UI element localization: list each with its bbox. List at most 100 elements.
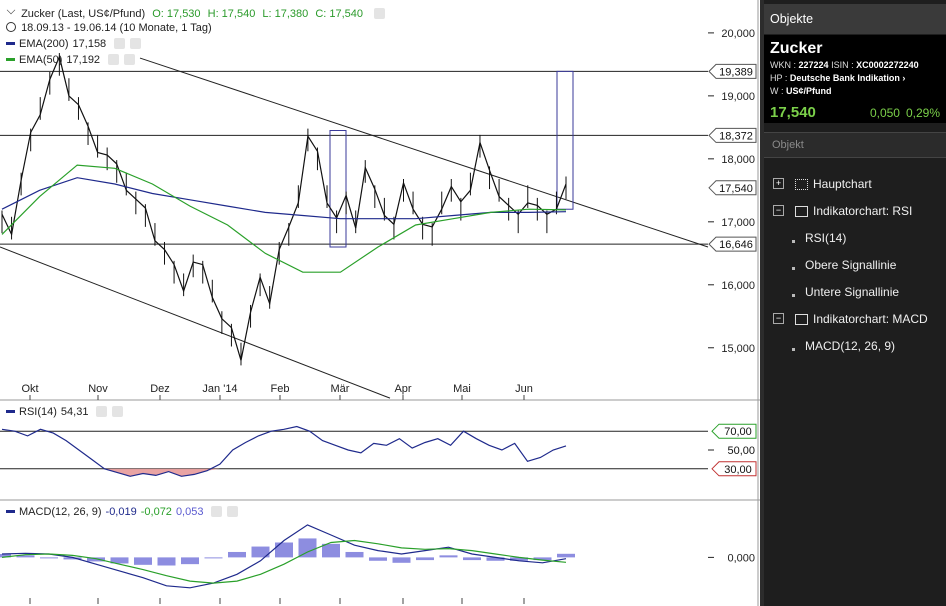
macd-hist-bar (134, 557, 152, 565)
macd-hist-bar (181, 557, 199, 565)
instrument-hp[interactable]: HP : Deutsche Bank Indikation › (770, 72, 940, 85)
tree-item-label[interactable]: Indikatorchart: MACD (813, 312, 928, 326)
close-icon[interactable] (124, 54, 136, 65)
price-tag-label: 17,540 (719, 183, 753, 195)
high-value: H: 17,540 (207, 8, 256, 20)
open-value: O: 17,530 (152, 8, 201, 20)
macd-swatch (6, 510, 15, 513)
rsi-tick-label: 30,00 (724, 464, 752, 476)
object-search-input[interactable]: Objekt (764, 132, 946, 158)
trendline-upper (139, 57, 709, 248)
macd-hist-bar (110, 557, 129, 564)
macd-hist-bar (40, 557, 58, 559)
ema50-legend[interactable]: EMA(50) 17,192 (6, 54, 139, 66)
x-tick-label: Apr (394, 383, 411, 395)
rsi-value: 54,31 (60, 406, 89, 418)
macd-hist-bar (251, 546, 270, 558)
chart-grid-icon (795, 179, 808, 190)
instrument-name: Zucker (770, 40, 823, 57)
price-tag (708, 63, 757, 79)
instrument-unit: W : US¢/Pfund (770, 85, 940, 98)
chart-area[interactable]: 20,000 19,000 18,000 17,000 16,000 15,000 19,3… (0, 0, 760, 606)
bullet-icon (792, 240, 795, 243)
change-abs: 0,050 (869, 106, 900, 120)
tree-item-label[interactable]: RSI(14) (805, 231, 847, 245)
macd-hist-bar (416, 557, 434, 561)
y-tick-label: 19,000 (721, 91, 755, 103)
rsi-tag (711, 423, 757, 439)
ema200-swatch (6, 42, 15, 45)
expand-icon[interactable]: + (773, 178, 784, 189)
objects-panel: Objekte Zucker WKN : 227224 ISIN : XC000… (760, 0, 946, 606)
rsi-label: RSI(14) (19, 406, 57, 418)
macd-value: -0,019 (105, 506, 137, 518)
macd-label: MACD(12, 26, 9) (19, 506, 102, 518)
rsi-tick-label: 70,00 (724, 426, 752, 438)
close-icon[interactable] (112, 406, 124, 417)
x-tick-label: Mär (331, 383, 350, 395)
macd-hist-bar (0, 554, 11, 558)
tree-item-label[interactable]: Indikatorchart: RSI (813, 204, 913, 218)
macd-hist-bar (87, 557, 105, 562)
chart-title: Zucker (Last, US¢/Pfund) (21, 8, 146, 20)
collapse-icon[interactable]: − (773, 205, 784, 216)
settings-icon[interactable] (374, 8, 386, 19)
ema50-swatch (6, 58, 15, 61)
ema50-label: EMA(50) (19, 54, 63, 66)
ema200-value: 17,158 (72, 38, 107, 50)
settings-icon[interactable] (211, 506, 223, 517)
price-tag-label: 18,372 (719, 130, 753, 142)
macd-hist-bar (157, 557, 176, 566)
macd-hist-bar (275, 542, 293, 558)
tree-item-label[interactable]: Hauptchart (813, 177, 872, 191)
macd-hist-bar (510, 557, 528, 561)
macd-hist-bar (204, 557, 223, 559)
tree-item-label[interactable]: Obere Signallinie (805, 258, 897, 272)
tree-item-label[interactable]: Untere Signallinie (805, 285, 900, 299)
macd-hist-bar (392, 557, 411, 563)
ema200-label: EMA(200) (19, 38, 69, 50)
bullet-icon (792, 348, 795, 351)
y-tick-label: 20,000 (721, 28, 755, 40)
hp-value[interactable]: Deutsche Bank Indikation › (789, 73, 906, 83)
trendline-lower (0, 246, 391, 399)
chevron-down-icon[interactable] (6, 5, 16, 15)
settings-icon[interactable] (108, 54, 120, 65)
macd-hist-bar (369, 557, 387, 561)
y-tick-label: 15,000 (721, 343, 755, 355)
change-pct: 0,29% (905, 106, 940, 120)
x-tick-label: Jan '14 (202, 383, 237, 395)
ema200-legend[interactable]: EMA(200) 17,158 (6, 38, 145, 50)
chart-canvas[interactable]: 20,000 19,000 18,000 17,000 16,000 15,000 19,3… (0, 0, 760, 606)
main-chart-header: Zucker (Last, US¢/Pfund) O: 17,530 H: 17… (6, 5, 389, 20)
macd-hist-bar (63, 557, 82, 560)
price-row: 17,540 0,050 0,29% (770, 104, 940, 121)
macd-series (1, 524, 567, 589)
settings-icon[interactable] (96, 406, 108, 417)
close-icon[interactable] (130, 38, 142, 49)
price-tag (708, 180, 757, 196)
macd-signal-series (1, 539, 567, 584)
collapse-icon[interactable]: − (773, 313, 784, 324)
tree-item-label[interactable]: MACD(12, 26, 9) (805, 339, 896, 353)
bullet-icon (792, 267, 795, 270)
x-tick-label: Feb (271, 383, 290, 395)
price-series (1, 54, 567, 361)
price-tag-label: 19,389 (719, 66, 753, 78)
low-value: L: 17,380 (262, 8, 309, 20)
x-tick-label: Okt (21, 383, 38, 395)
close-icon[interactable] (227, 506, 239, 517)
x-tick-label: Nov (88, 383, 108, 395)
bullet-icon (792, 294, 795, 297)
w-value: US¢/Pfund (786, 86, 832, 96)
rsi-tag (711, 461, 757, 477)
macd-tick-label: 0,000 (727, 552, 755, 564)
wkn-label: WKN : (770, 60, 796, 70)
macd-hist-bar (228, 551, 246, 558)
price-tag-label: 16,646 (719, 239, 753, 251)
last-price: 17,540 (770, 104, 816, 121)
settings-icon[interactable] (114, 38, 126, 49)
hp-label: HP : (770, 73, 788, 83)
macd-hist-value: 0,053 (175, 506, 204, 518)
macd-hist-bar (463, 557, 481, 561)
